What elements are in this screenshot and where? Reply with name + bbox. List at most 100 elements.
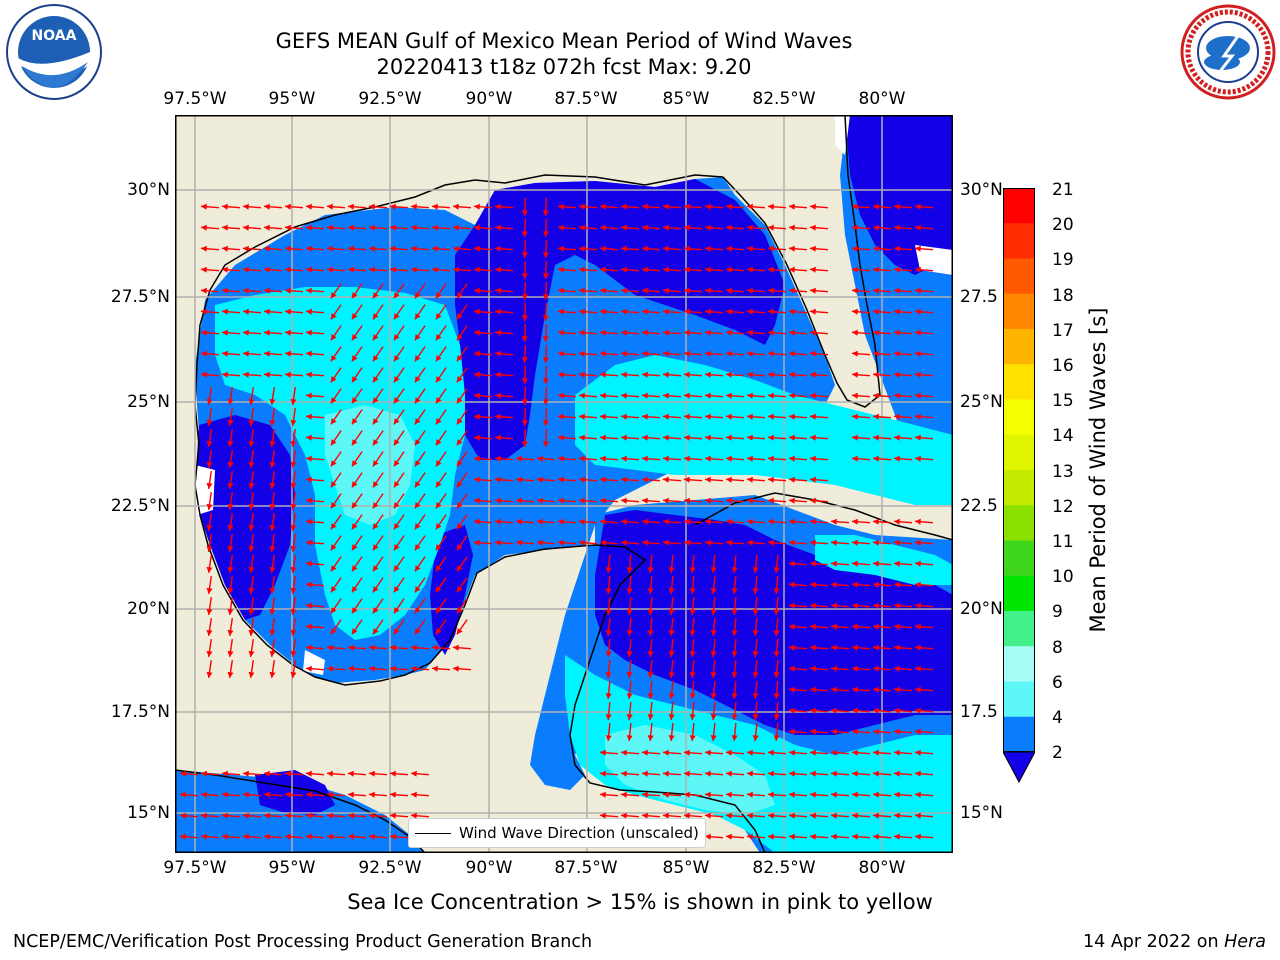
wind-wave-arrowhead (243, 224, 249, 231)
wind-wave-arrowhead (542, 273, 549, 279)
wind-wave-arrowhead (516, 476, 522, 483)
wind-wave-arrowhead (227, 608, 234, 615)
wind-wave-arrowhead (558, 287, 564, 294)
wind-wave-arrowhead (852, 602, 858, 609)
wind-wave-arrowhead (621, 455, 627, 462)
wind-wave-arrowhead (372, 334, 379, 341)
wind-wave-arrowhead (726, 539, 732, 546)
wind-wave-arrowhead (600, 350, 606, 357)
wind-wave-arrowhead (731, 672, 738, 678)
wind-wave-arrowhead (435, 397, 442, 404)
wind-wave-arrowhead (306, 224, 312, 231)
wind-wave-arrowhead (831, 833, 837, 840)
wind-wave-arrowhead (894, 371, 900, 378)
wind-wave-arrowhead (290, 419, 297, 426)
colorbar-segment (1003, 399, 1035, 436)
wind-wave-arrowhead (285, 371, 291, 378)
wind-wave-arrowhead (626, 567, 633, 573)
wind-wave-arrowhead (474, 224, 480, 231)
wind-wave-arrowhead (621, 245, 627, 252)
wind-wave-arrowhead (773, 693, 780, 699)
wind-wave-arrowhead (705, 329, 711, 336)
wind-wave-arrowhead (831, 560, 837, 567)
wind-wave-arrowhead (768, 476, 774, 483)
wind-wave-arrowhead (227, 650, 234, 657)
wind-wave-arrowhead (605, 672, 612, 678)
wind-wave-arrowhead (264, 350, 270, 357)
wind-wave-arrowhead (726, 203, 732, 210)
wind-wave-arrowhead (689, 735, 696, 741)
wind-wave-arrowhead (411, 665, 417, 672)
colorbar-tick: 2 (1052, 743, 1063, 764)
wind-wave-arrowhead (516, 497, 522, 504)
wind-wave-arrowhead (789, 812, 795, 819)
wind-wave-arrowhead (852, 350, 858, 357)
wind-wave-arrowhead (558, 455, 564, 462)
wind-wave-arrowhead (330, 628, 337, 635)
legend-line-icon (415, 833, 451, 834)
wind-wave-arrowhead (393, 418, 400, 425)
longitude-bottom-tick: 92.5°W (358, 858, 422, 878)
wind-wave-arrowhead (873, 518, 879, 525)
wind-wave-arrowhead (269, 629, 276, 636)
wind-wave-arrowhead (852, 623, 858, 630)
wind-wave-arrowhead (558, 476, 564, 483)
latitude-right-tick: 22.5 (960, 496, 998, 516)
wind-wave-arrowhead (726, 287, 732, 294)
wind-wave-arrowhead (852, 287, 858, 294)
wind-wave-arrowhead (663, 245, 669, 252)
wind-wave-arrowhead (351, 397, 358, 404)
wind-wave-arrowhead (752, 672, 759, 678)
wind-wave-arrowhead (579, 497, 585, 504)
wind-wave-arrowhead (726, 350, 732, 357)
wind-wave-arrowhead (752, 651, 759, 657)
wind-wave-arrowhead (579, 476, 585, 483)
wind-wave-arrowhead (248, 587, 255, 594)
wind-wave-arrowhead (731, 567, 738, 573)
wind-wave-arrowhead (348, 266, 354, 273)
wind-wave-arrowhead (243, 245, 249, 252)
wind-wave-arrowhead (348, 833, 354, 840)
wind-wave-arrowhead (432, 224, 438, 231)
wind-wave-arrowhead (894, 602, 900, 609)
wind-wave-arrowhead (290, 524, 297, 531)
wind-wave-arrowhead (789, 329, 795, 336)
wind-wave-arrowhead (227, 524, 234, 531)
wind-wave-arrowhead (894, 560, 900, 567)
wind-wave-arrowhead (537, 476, 543, 483)
wind-wave-arrowhead (414, 292, 421, 299)
wind-wave-arrowhead (285, 833, 291, 840)
wind-wave-arrowhead (915, 812, 921, 819)
wind-wave-arrowhead (684, 329, 690, 336)
wind-wave-arrowhead (372, 418, 379, 425)
wind-wave-arrowhead (789, 707, 795, 714)
wind-wave-arrowhead (495, 413, 501, 420)
wind-wave-arrowhead (243, 308, 249, 315)
wind-wave-arrowhead (873, 770, 879, 777)
wind-wave-arrowhead (668, 630, 675, 636)
wind-wave-arrowhead (269, 650, 276, 657)
wind-wave-arrowhead (474, 245, 480, 252)
wind-wave-arrowhead (705, 413, 711, 420)
wind-wave-arrowhead (747, 812, 753, 819)
wind-wave-arrowhead (327, 266, 333, 273)
wind-wave-arrowhead (726, 497, 732, 504)
wind-wave-arrowhead (432, 266, 438, 273)
wind-wave-arrowhead (726, 224, 732, 231)
wind-wave-arrowhead (894, 392, 900, 399)
wind-wave-arrowhead (894, 812, 900, 819)
wind-wave-arrowhead (873, 245, 879, 252)
wind-wave-arrowhead (393, 334, 400, 341)
wind-wave-arrowhead (243, 770, 249, 777)
wind-wave-arrowhead (621, 224, 627, 231)
wind-wave-arrowhead (579, 224, 585, 231)
wind-wave-arrowhead (621, 203, 627, 210)
wind-wave-arrowhead (873, 308, 879, 315)
wind-wave-arrowhead (663, 350, 669, 357)
wind-wave-arrowhead (414, 355, 421, 362)
wind-wave-arrowhead (605, 588, 612, 594)
wind-wave-arrowhead (668, 588, 675, 594)
wind-wave-arrowhead (663, 266, 669, 273)
wind-wave-arrowhead (351, 565, 358, 572)
colorbar-tick: 9 (1052, 602, 1063, 623)
